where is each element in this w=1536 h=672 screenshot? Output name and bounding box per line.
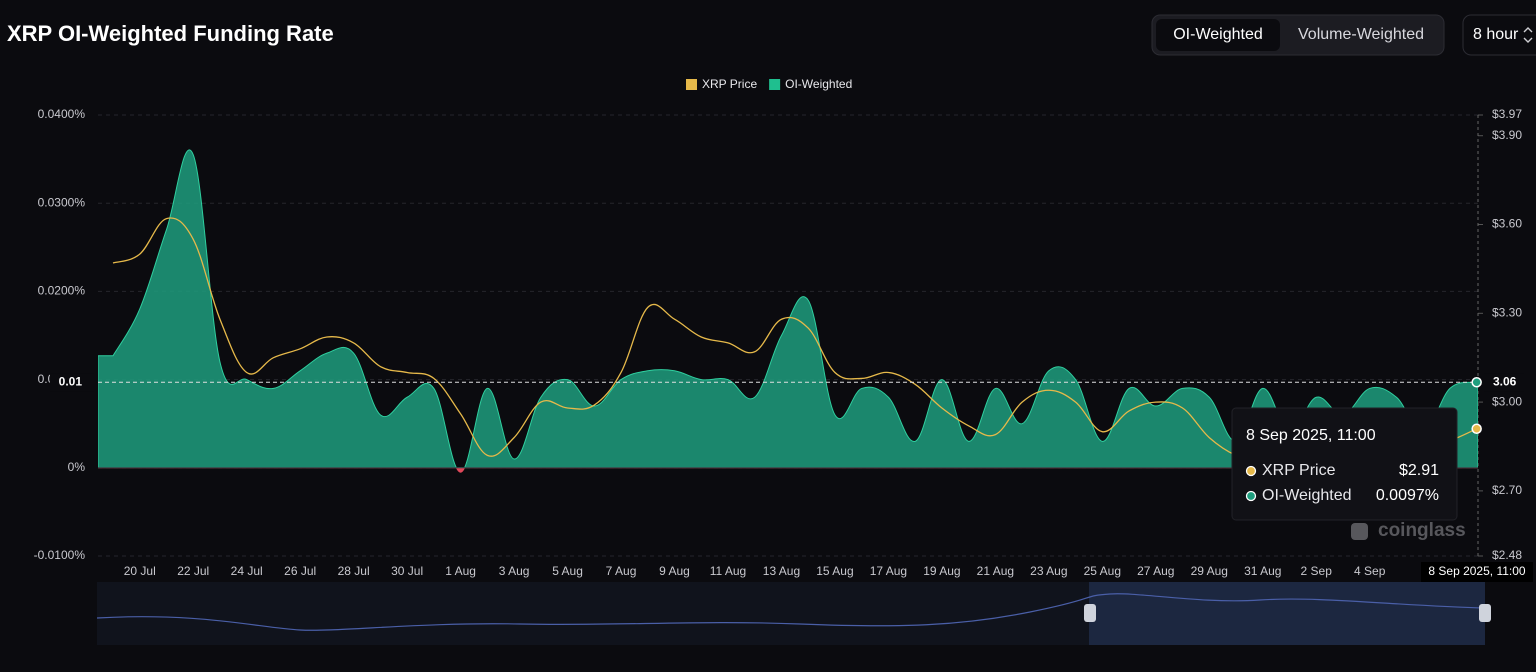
crosshair-y2-label: 3.06 bbox=[1493, 374, 1517, 388]
tooltip-name: XRP Price bbox=[1262, 462, 1336, 479]
x-tick-label: 2 Sep bbox=[1301, 564, 1333, 578]
y2-tick-label: $2.70 bbox=[1492, 483, 1522, 497]
tab-label[interactable]: OI-Weighted bbox=[1173, 26, 1263, 43]
tooltip-title: 8 Sep 2025, 11:00 bbox=[1246, 427, 1376, 444]
tooltip-dot bbox=[1245, 465, 1257, 477]
navigator-line bbox=[96, 593, 1486, 631]
navigator-selection[interactable] bbox=[1089, 582, 1485, 645]
x-tick-label: 11 Aug bbox=[710, 564, 746, 578]
watermark-icon bbox=[1351, 523, 1368, 540]
x-tick-label: 15 Aug bbox=[816, 564, 853, 578]
tab-label[interactable]: Volume-Weighted bbox=[1298, 26, 1424, 43]
navigator-handle[interactable] bbox=[1084, 604, 1096, 622]
select-caret bbox=[1523, 27, 1533, 43]
x-tick-label: 23 Aug bbox=[1030, 564, 1067, 578]
y-tick-label: 0% bbox=[68, 460, 86, 474]
y2-tick-label: $2.48 bbox=[1492, 548, 1522, 562]
y2-tick-label: $3.60 bbox=[1492, 217, 1522, 231]
crosshair-badge bbox=[50, 373, 94, 392]
y2-tick-label: $3.90 bbox=[1492, 128, 1522, 142]
x-tick-label: 27 Aug bbox=[1137, 564, 1174, 578]
tooltip bbox=[1231, 407, 1458, 521]
point-marker bbox=[1471, 376, 1482, 388]
x-tick-label: 17 Aug bbox=[870, 564, 907, 578]
x-tick-label: 26 Jul bbox=[284, 564, 316, 578]
x-tick-label: 5 Aug bbox=[552, 564, 583, 578]
x-tick-label: 19 Aug bbox=[923, 564, 960, 578]
tooltip-value: $2.91 bbox=[1399, 462, 1439, 479]
crosshair-x-label: 8 Sep 2025, 11:00 bbox=[1428, 564, 1526, 578]
x-tick-label: 3 Aug bbox=[499, 564, 530, 578]
x-tick-label: 24 Jul bbox=[231, 564, 263, 578]
legend-swatch bbox=[686, 79, 697, 90]
x-tick-label: 13 Aug bbox=[763, 564, 800, 578]
y-tick-label: 0.0200% bbox=[38, 284, 86, 298]
x-tick-label: 25 Aug bbox=[1084, 564, 1121, 578]
navigator-handle[interactable] bbox=[1479, 604, 1491, 622]
legend-label: XRP Price bbox=[702, 77, 757, 91]
x-tick-label: 20 Jul bbox=[124, 564, 156, 578]
x-tick-label: 31 Aug bbox=[1244, 564, 1281, 578]
crosshair-y-label: 0.01 bbox=[59, 374, 83, 388]
tooltip-name: OI-Weighted bbox=[1262, 487, 1352, 504]
legend-label: OI-Weighted bbox=[785, 77, 852, 91]
interval-select[interactable] bbox=[1462, 14, 1536, 56]
interval-label[interactable]: 8 hour bbox=[1473, 26, 1519, 43]
point-marker bbox=[1471, 423, 1482, 434]
watermark: coinglass bbox=[1378, 520, 1466, 541]
x-tick-label: 28 Jul bbox=[338, 564, 370, 578]
x-tick-label: 1 Aug bbox=[445, 564, 476, 578]
tooltip-dot bbox=[1245, 490, 1257, 502]
legend-swatch bbox=[769, 79, 781, 90]
tab-active[interactable] bbox=[1156, 19, 1280, 51]
crosshair-x-badge bbox=[1421, 562, 1533, 582]
crosshair-badge bbox=[1484, 373, 1524, 392]
x-tick-label: 29 Aug bbox=[1191, 564, 1228, 578]
x-tick-label: 21 Aug bbox=[977, 564, 1014, 578]
y2-tick-label: $3.00 bbox=[1492, 394, 1522, 408]
x-tick-label: 4 Sep bbox=[1354, 564, 1386, 578]
tooltip-value: 0.0097% bbox=[1376, 487, 1439, 504]
y-tick-label: -0.0100% bbox=[34, 548, 86, 562]
y2-tick-label: $3.97 bbox=[1492, 107, 1522, 121]
x-tick-label: 22 Jul bbox=[177, 564, 209, 578]
y2-tick-label: $3.30 bbox=[1492, 305, 1522, 319]
chart-title: XRP OI-Weighted Funding Rate bbox=[7, 21, 334, 46]
x-tick-label: 7 Aug bbox=[606, 564, 637, 578]
y-tick-label: 0.0300% bbox=[38, 195, 86, 209]
x-tick-label: 9 Aug bbox=[659, 564, 690, 578]
y-tick-label: 0.0400% bbox=[38, 107, 86, 121]
x-tick-label: 30 Jul bbox=[391, 564, 423, 578]
